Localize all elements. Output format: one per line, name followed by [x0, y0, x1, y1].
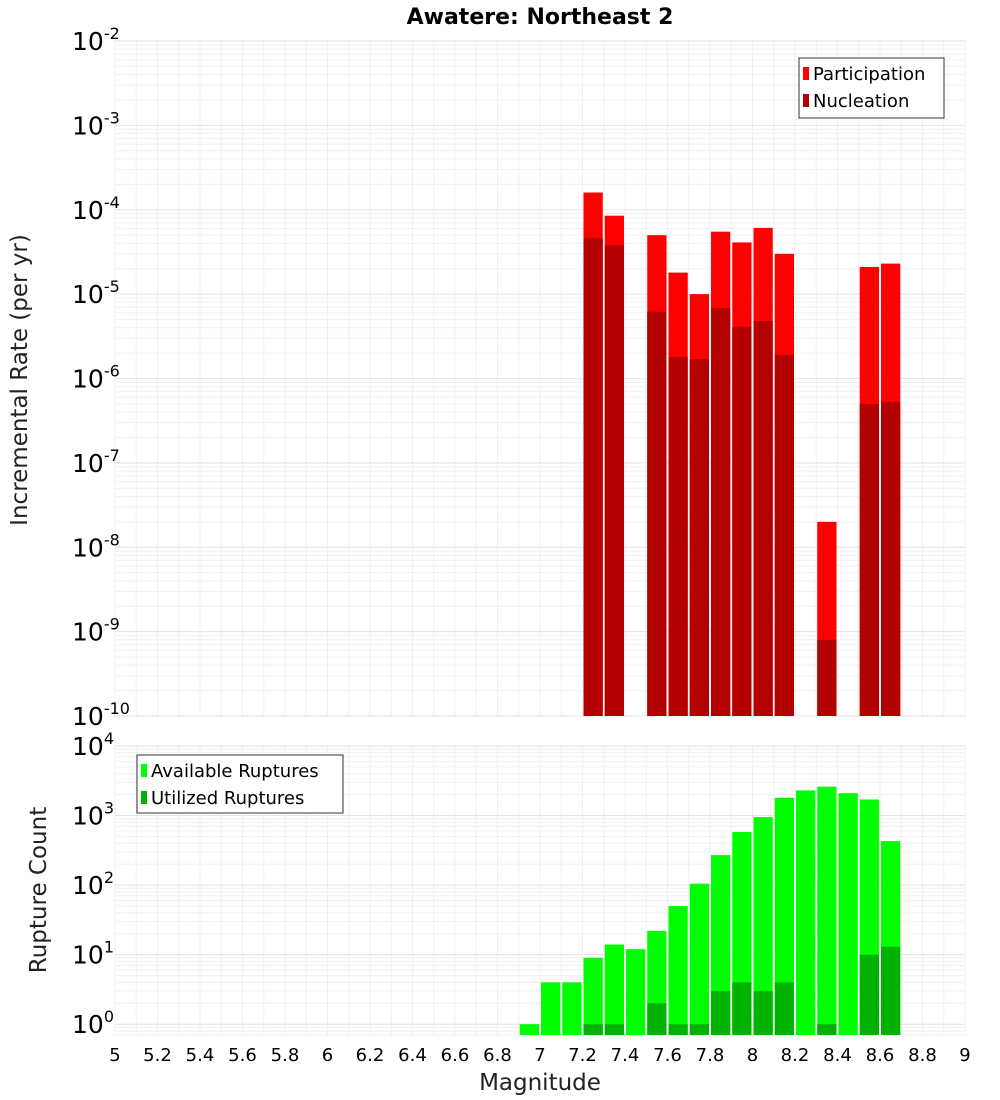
- y-tick-label: 10-5: [72, 277, 120, 309]
- x-tick-label: 7.6: [653, 1045, 682, 1066]
- y-tick-label: 10-8: [72, 530, 120, 562]
- x-tick-label: 7.8: [696, 1045, 725, 1066]
- bar-available-ruptures: [604, 944, 624, 1035]
- bar-available-ruptures: [689, 883, 709, 1035]
- y-axis-label-rupture-count: Rupture Count: [26, 807, 52, 973]
- bar-available-ruptures: [583, 957, 603, 1035]
- y-tick-label: 10-4: [72, 193, 120, 225]
- x-tick-label: 5.8: [271, 1045, 300, 1066]
- legend-swatch: [803, 67, 809, 80]
- bar-available-ruptures: [753, 817, 773, 1035]
- y-tick-label: 10-10: [72, 699, 130, 731]
- bar-nucleation: [753, 321, 773, 716]
- y-tick-labels: 100 101 102 103 104: [72, 729, 114, 1039]
- x-tick-label: 6.6: [441, 1045, 470, 1066]
- bar-utilized-ruptures: [817, 1024, 837, 1035]
- legend: Participation Nucleation: [798, 57, 945, 119]
- bar-nucleation: [583, 238, 603, 716]
- bar-nucleation: [647, 311, 667, 716]
- bar-available-ruptures: [562, 982, 582, 1035]
- x-tick-label: 7.4: [611, 1045, 640, 1066]
- x-tick-label: 8.8: [908, 1045, 937, 1066]
- bar-nucleation: [711, 308, 731, 716]
- x-axis-label-magnitude: Magnitude: [479, 1070, 601, 1096]
- legend-swatch: [141, 791, 147, 804]
- y-tick-label: 10-9: [72, 615, 120, 647]
- y-tick-labels: 10-10 10-9 10-8 10-7 10-6 10-5 10-4 10-3 10-2: [72, 24, 130, 731]
- x-tick-label: 8.2: [781, 1045, 810, 1066]
- y-tick-label: 10-7: [72, 446, 120, 478]
- bar-utilized-ruptures: [881, 946, 901, 1035]
- bar-available-ruptures: [541, 982, 561, 1035]
- bar-utilized-ruptures: [647, 1003, 667, 1035]
- bar-nucleation: [689, 359, 709, 716]
- rupture-count-panel: 100 101 102 103 104 5 5.2 5.4 5.6 5.8 6 6.2 6.4 6.6 6.…: [72, 729, 971, 1066]
- y-tick-label: 103: [72, 799, 114, 831]
- bar-utilized-ruptures: [668, 1024, 688, 1035]
- bar-nucleation: [604, 245, 624, 717]
- legend-label: Nucleation: [813, 91, 909, 112]
- x-tick-label: 8.6: [866, 1045, 895, 1066]
- x-tick-label: 6.8: [483, 1045, 512, 1066]
- bar-nucleation: [668, 356, 688, 716]
- y-tick-label: 100: [72, 1007, 114, 1039]
- y-tick-label: 10-6: [72, 362, 120, 394]
- chart-title: Awatere: Northeast 2: [407, 5, 674, 30]
- x-tick-label: 5: [109, 1045, 120, 1066]
- legend: Available Ruptures Utilized Ruptures: [136, 754, 344, 814]
- bar-utilized-ruptures: [753, 991, 773, 1035]
- x-tick-label: 8.4: [823, 1045, 852, 1066]
- x-tick-labels: 5 5.2 5.4 5.6 5.8 6 6.2 6.4 6.6 6.8 7 7.2 7.4 7.6 7.8 8…: [109, 1045, 970, 1066]
- bar-available-ruptures: [519, 1024, 539, 1035]
- x-tick-label: 9: [959, 1045, 970, 1066]
- x-tick-label: 6: [322, 1045, 333, 1066]
- bar-available-ruptures: [817, 786, 837, 1035]
- bar-utilized-ruptures: [859, 954, 879, 1035]
- y-tick-label: 10-3: [72, 108, 120, 140]
- bar-available-ruptures: [626, 949, 646, 1035]
- bar-utilized-ruptures: [689, 1024, 709, 1035]
- legend-label: Utilized Ruptures: [151, 788, 304, 809]
- y-tick-label: 10-2: [72, 24, 120, 56]
- x-tick-label: 5.4: [186, 1045, 215, 1066]
- x-tick-label: 7.2: [568, 1045, 597, 1066]
- bar-nucleation: [817, 639, 837, 716]
- y-tick-label: 104: [72, 729, 114, 761]
- x-tick-label: 6.4: [398, 1045, 427, 1066]
- legend-swatch: [141, 764, 147, 777]
- bar-utilized-ruptures: [732, 982, 752, 1035]
- bar-nucleation: [881, 401, 901, 716]
- bar-available-ruptures: [668, 906, 688, 1035]
- y-axis-label-incremental-rate: Incremental Rate (per yr): [7, 234, 33, 526]
- bar-utilized-ruptures: [774, 982, 794, 1035]
- x-tick-label: 8: [747, 1045, 758, 1066]
- legend-box: [136, 754, 344, 814]
- grid: [114, 40, 966, 717]
- legend-swatch: [803, 94, 809, 107]
- x-tick-label: 5.2: [143, 1045, 172, 1066]
- legend-box: [798, 57, 945, 119]
- bar-available-ruptures: [796, 790, 816, 1035]
- y-tick-label: 101: [72, 938, 114, 970]
- bar-utilized-ruptures: [604, 1024, 624, 1035]
- bar-nucleation: [732, 326, 752, 716]
- bar-available-ruptures: [838, 793, 858, 1035]
- legend-label: Available Ruptures: [151, 761, 319, 782]
- x-tick-label: 6.2: [356, 1045, 385, 1066]
- y-tick-label: 102: [72, 868, 114, 900]
- incremental-rate-panel: 10-10 10-9 10-8 10-7 10-6 10-5 10-4 10-3 10-2 Par…: [72, 24, 966, 731]
- bar-utilized-ruptures: [583, 1024, 603, 1035]
- bar-available-ruptures: [711, 855, 731, 1035]
- bar-available-ruptures: [774, 797, 794, 1035]
- bar-nucleation: [859, 403, 879, 716]
- x-tick-label: 7: [534, 1045, 545, 1066]
- bar-nucleation: [774, 354, 794, 716]
- legend-label: Participation: [813, 64, 925, 85]
- series-nucleation: [583, 238, 901, 717]
- series-utilized-ruptures: [583, 946, 901, 1035]
- x-tick-label: 5.6: [228, 1045, 257, 1066]
- bar-utilized-ruptures: [711, 991, 731, 1035]
